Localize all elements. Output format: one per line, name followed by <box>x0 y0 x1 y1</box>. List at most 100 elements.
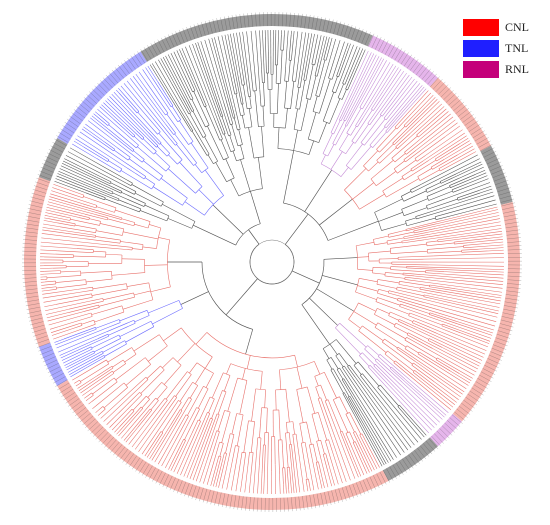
leaf-label-band <box>21 11 523 513</box>
tree-leaf-branch <box>179 49 198 92</box>
tree-node-arc <box>435 357 438 360</box>
tree-leaf-branch <box>290 480 292 494</box>
tree-leaf-branch <box>337 40 341 47</box>
tree-branch <box>57 222 75 227</box>
tree-branch <box>57 209 90 218</box>
tree-branch <box>372 267 391 269</box>
leaf-label-tick <box>340 22 345 37</box>
tree-node-arc <box>373 239 375 245</box>
tree-branch <box>341 89 347 100</box>
tree-branch <box>174 133 197 164</box>
leaf-label-tick <box>503 214 518 218</box>
leaf-label-tick <box>25 219 40 223</box>
tree-node-arc <box>400 196 404 202</box>
tree-root-branch <box>248 229 260 245</box>
tree-branch <box>126 127 136 136</box>
tree-node-arc <box>314 75 318 77</box>
tree-leaf-branch <box>44 304 56 307</box>
leaf-label-tick <box>498 191 512 196</box>
tree-node-arc <box>408 312 410 316</box>
leaf-label-tick <box>411 452 420 464</box>
leaf-label-tick <box>474 133 487 142</box>
tree-branch <box>425 272 437 274</box>
tree-leaf-branch <box>195 42 215 99</box>
tree-leaf-branch <box>188 45 218 120</box>
tree-leaf-branch <box>436 280 503 289</box>
tree-node-arc <box>218 455 222 457</box>
leaf-label-tick <box>247 13 250 28</box>
tree-node-arc <box>206 153 210 156</box>
tree-branch <box>91 334 120 349</box>
tree-node-arc <box>333 396 340 400</box>
tree-branch <box>386 178 420 198</box>
tree-leaf-branch <box>81 128 94 137</box>
tree-branch <box>343 102 353 121</box>
tree-branch <box>399 306 411 311</box>
tree-leaf-branch <box>118 432 122 437</box>
tree-branch <box>373 235 389 240</box>
leaf-label-tick <box>405 456 414 469</box>
tree-node-arc <box>311 64 315 66</box>
tree-leaf-branch <box>295 31 299 46</box>
tree-node-arc <box>325 439 329 441</box>
tree-branch <box>97 333 109 339</box>
tree-branch <box>92 136 114 152</box>
tree-branch <box>172 440 186 467</box>
tree-branch <box>77 379 80 382</box>
leaf-label-tick <box>30 196 45 201</box>
tree-branch <box>381 223 407 231</box>
tree-branch <box>74 324 96 332</box>
tree-branch <box>320 384 327 401</box>
tree-branch <box>343 378 354 394</box>
tree-branch <box>122 143 133 152</box>
tree-root-branch <box>225 278 258 316</box>
tree-branch <box>114 141 143 163</box>
tree-branch <box>450 174 483 188</box>
leaf-label-tick <box>41 352 55 359</box>
leaf-label-tick <box>135 459 144 472</box>
leaf-label-tick <box>225 493 229 508</box>
tree-node-arc <box>382 338 385 343</box>
leaf-label-tick <box>480 144 493 151</box>
tree-branch <box>396 113 412 130</box>
leaf-label-tick <box>486 158 500 165</box>
tree-branch <box>441 325 461 333</box>
leaf-label-tick <box>150 43 158 56</box>
tree-leaf-branch <box>113 91 138 118</box>
tree-node-arc <box>149 408 152 411</box>
tree-node-arc <box>136 144 139 149</box>
tree-leaf-branch <box>432 348 477 373</box>
tree-leaf-branch <box>401 381 443 420</box>
tree-leaf-branch <box>412 374 454 408</box>
tree-leaf-branch <box>377 463 380 468</box>
tree-branch <box>229 97 236 118</box>
tree-branch <box>71 322 82 327</box>
tree-node-arc <box>101 351 104 354</box>
tree-leaf-branch <box>412 95 434 117</box>
tree-node-arc <box>359 433 363 436</box>
tree-node-arc <box>150 321 155 327</box>
tree-node-arc <box>345 125 347 127</box>
tree-branch <box>379 126 406 153</box>
leaf-label-tick <box>249 497 251 511</box>
tree-node-arc <box>187 371 192 375</box>
tree-branch <box>63 187 84 196</box>
tree-node-arc <box>370 178 377 186</box>
tree-node-arc <box>104 197 106 200</box>
tree-leaf-branch <box>321 461 329 488</box>
leaf-label-tick <box>425 440 436 452</box>
tree-branch <box>91 288 128 296</box>
leaf-label-tick <box>235 14 239 29</box>
tree-branch <box>152 117 176 146</box>
tree-branch <box>104 343 127 357</box>
tree-node-arc <box>241 451 246 454</box>
tree-leaf-branch <box>161 441 176 467</box>
tree-branch <box>121 376 147 400</box>
leaf-label-tick <box>89 91 100 102</box>
tree-leaf-branch <box>92 405 97 410</box>
leaf-label-tick <box>187 484 193 498</box>
leaf-label-tick <box>412 61 422 73</box>
leaf-label-tick <box>65 395 78 404</box>
tree-branch <box>329 344 338 355</box>
tree-node-arc <box>326 357 332 361</box>
